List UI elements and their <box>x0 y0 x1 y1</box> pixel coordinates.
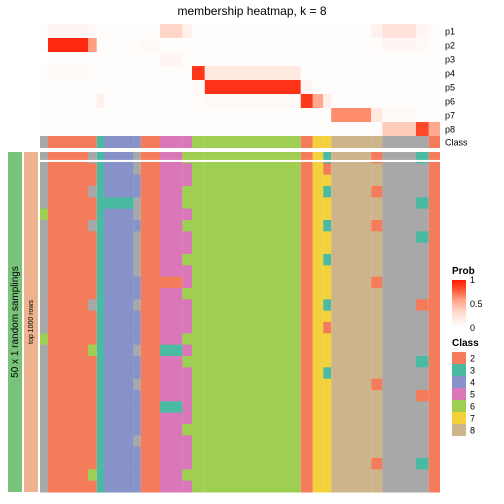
svg-text:p7: p7 <box>445 111 455 121</box>
svg-text:6: 6 <box>470 402 475 412</box>
svg-text:4: 4 <box>470 378 475 388</box>
svg-text:p4: p4 <box>445 69 455 79</box>
svg-text:p1: p1 <box>445 27 455 37</box>
svg-text:top 1000 rows: top 1000 rows <box>28 300 35 344</box>
svg-text:2: 2 <box>470 354 475 364</box>
svg-text:7: 7 <box>470 414 475 424</box>
svg-text:5: 5 <box>470 390 475 400</box>
svg-text:0: 0 <box>470 323 475 333</box>
heatmap-svg: p1 p2 p3 p4 p5 p6 p7 p8 Class 50 x 1 random sampl… <box>0 0 504 504</box>
svg-text:Class: Class <box>452 338 479 349</box>
svg-text:50 x 1 random samplings: 50 x 1 random samplings <box>10 266 21 378</box>
svg-text:p8: p8 <box>445 125 455 135</box>
svg-text:0.5: 0.5 <box>470 299 483 309</box>
svg-text:8: 8 <box>470 426 475 436</box>
svg-text:p6: p6 <box>445 97 455 107</box>
svg-text:p5: p5 <box>445 83 455 93</box>
svg-text:1: 1 <box>470 275 475 285</box>
chart-container: membership heatmap, k = 8 p1p2p3p4p5p6p7… <box>0 0 504 504</box>
svg-text:3: 3 <box>470 366 475 376</box>
svg-text:p2: p2 <box>445 41 455 51</box>
svg-text:p3: p3 <box>445 55 455 65</box>
svg-text:Class: Class <box>445 138 468 148</box>
